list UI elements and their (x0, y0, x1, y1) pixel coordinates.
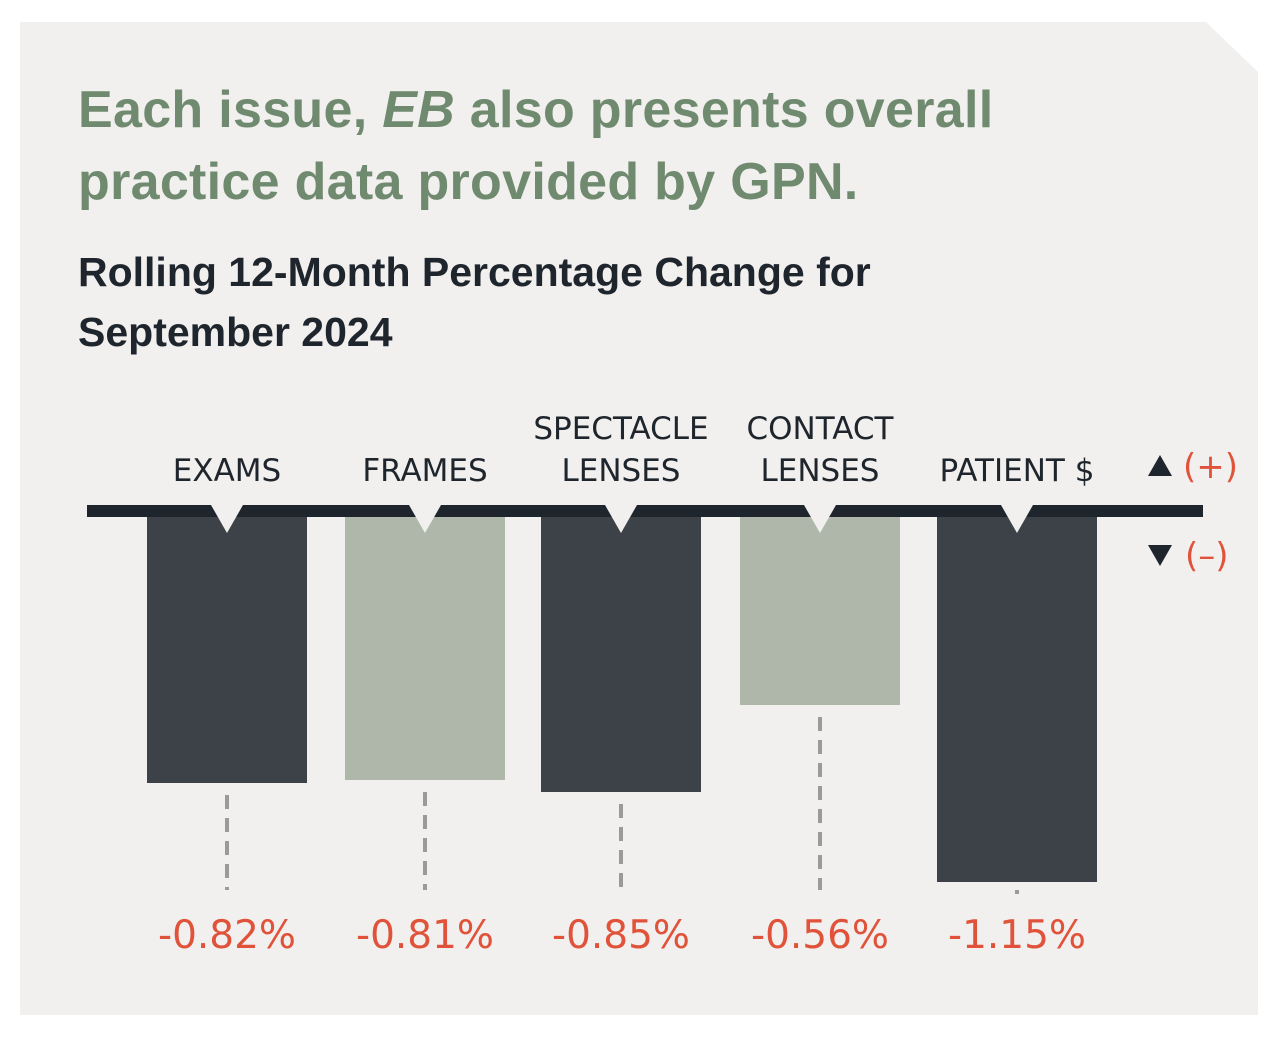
value-label: -0.85% (552, 913, 690, 958)
value-label: -0.56% (751, 913, 889, 958)
headline: Each issue, EB also presents overall pra… (78, 74, 1178, 218)
notch-triangle (211, 505, 243, 533)
category-label: PATIENT $ (940, 453, 1095, 489)
category-label: FRAMES (362, 453, 487, 489)
bar (541, 517, 701, 792)
legend-positive: (+) (1183, 447, 1238, 487)
headline-italic: EB (382, 81, 456, 139)
notch-triangle (1001, 505, 1033, 533)
category-label: CONTACT (746, 411, 894, 447)
notch-triangle (605, 505, 637, 533)
triangle-up-icon (1148, 455, 1172, 476)
headline-text: Each issue, (78, 81, 383, 139)
legend-negative: (–) (1185, 536, 1229, 576)
notch-triangle (804, 505, 836, 533)
value-label: -0.82% (158, 913, 296, 958)
headline-text-2: also presents overall practice data prov… (78, 81, 994, 211)
notch-triangle (409, 505, 441, 533)
chart-title: Rolling 12-Month Percentage Change for S… (78, 249, 871, 355)
category-label: SPECTACLE (533, 411, 708, 447)
bar (147, 517, 307, 783)
category-label: LENSES (562, 453, 681, 489)
zero-baseline (87, 505, 1203, 517)
category-label: EXAMS (173, 453, 281, 489)
triangle-down-icon (1148, 545, 1172, 566)
bar (740, 517, 900, 705)
value-label: -0.81% (356, 913, 494, 958)
bar (937, 517, 1097, 882)
category-label: LENSES (761, 453, 880, 489)
bar (345, 517, 505, 780)
value-label: -1.15% (948, 913, 1086, 958)
